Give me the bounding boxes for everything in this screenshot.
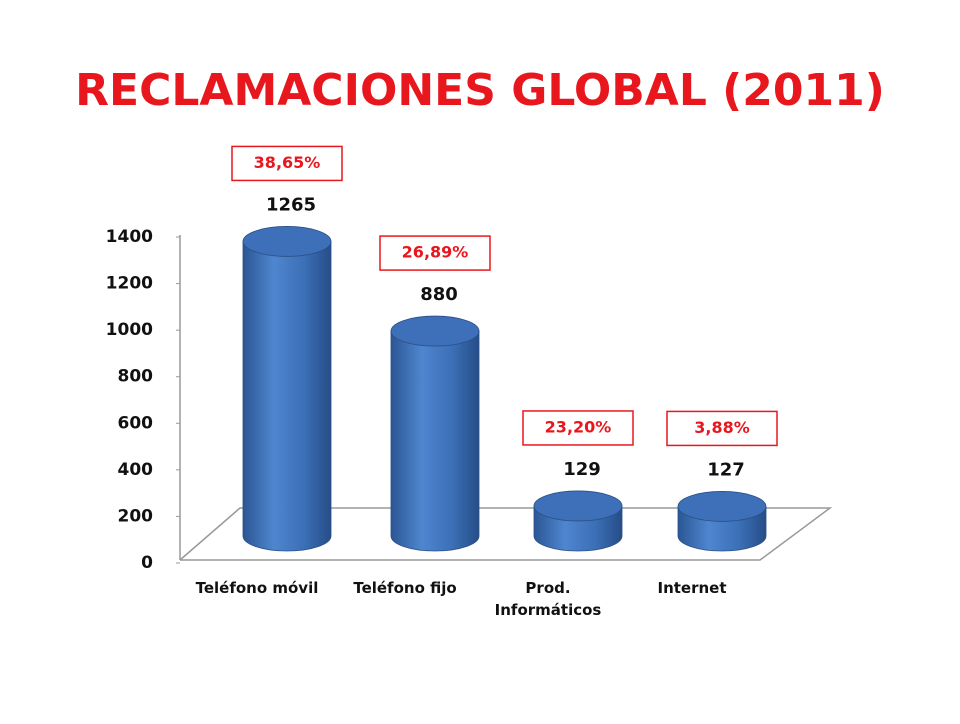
floor: [179, 235, 833, 561]
x-tick-label: Teléfono fijo: [353, 579, 457, 597]
chart-title: RECLAMACIONES GLOBAL (2011): [75, 65, 885, 116]
y-tick-label: 600: [118, 413, 154, 433]
y-tick-label: 1200: [106, 274, 153, 294]
bar-top: [533, 490, 623, 522]
bar: [242, 241, 332, 552]
percentage-label: 26,89%: [402, 243, 469, 262]
y-tick-label: 800: [118, 367, 154, 387]
y-tick-label: 200: [118, 506, 154, 526]
percentage-box: [231, 145, 343, 182]
bar-top: [677, 491, 767, 522]
y-tick-label: 0: [141, 553, 153, 573]
x-tick-label: Prod. Informáticos: [494, 579, 602, 619]
percentage-box: [379, 235, 491, 271]
percentage-label: 3,88%: [694, 418, 750, 437]
x-tick-label: Internet: [657, 579, 727, 597]
percentage-box: [666, 410, 778, 447]
percentage-label: 38,65%: [254, 153, 321, 172]
y-tick-label: 400: [118, 460, 154, 480]
data-label: 127: [707, 459, 745, 480]
x-tick-label: Teléfono móvil: [195, 579, 319, 597]
percentage-label: 23,20%: [545, 417, 612, 436]
y-tick-label: 1400: [106, 227, 153, 247]
data-label: 880: [420, 284, 458, 305]
bar: [390, 330, 480, 552]
bar-top: [390, 315, 480, 347]
data-label: 129: [563, 459, 601, 480]
bar-top: [242, 226, 332, 257]
percentage-box: [522, 410, 634, 446]
data-label: 1265: [266, 194, 316, 215]
y-tick-label: 1000: [106, 320, 153, 340]
